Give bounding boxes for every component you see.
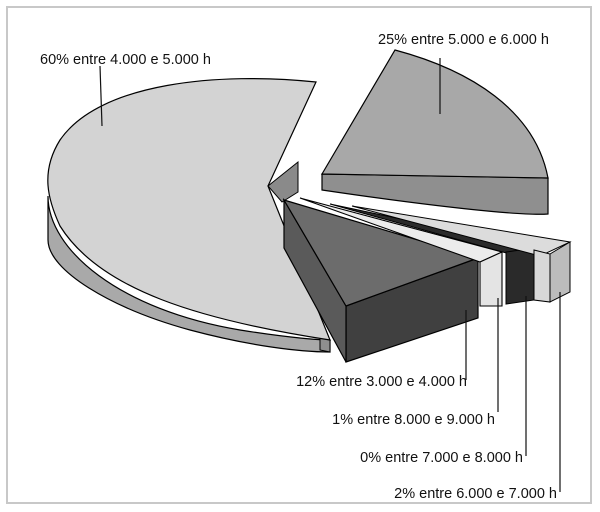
slice-2 <box>351 205 572 303</box>
slice-60-cut <box>267 160 299 203</box>
slice-60 <box>47 78 331 353</box>
slice-12 <box>282 197 480 363</box>
slice-25 <box>320 49 549 215</box>
slice-25-top <box>320 49 549 179</box>
slice-2-top <box>351 205 572 257</box>
label-25: 25% entre 5.000 e 6.000 h <box>378 32 549 48</box>
label-0: 0% entre 7.000 e 8.000 h <box>360 450 523 466</box>
slice-1-side <box>479 251 503 307</box>
slice-0-side <box>505 247 535 305</box>
label-2: 2% entre 6.000 e 7.000 h <box>394 486 557 502</box>
slice-25-side <box>321 173 549 215</box>
label-1: 1% entre 8.000 e 9.000 h <box>332 412 495 428</box>
leader-60 <box>99 65 103 127</box>
label-12: 12% entre 3.000 e 4.000 h <box>296 374 467 390</box>
slice-12-top <box>282 198 480 307</box>
slice-1 <box>299 197 504 307</box>
label-60: 60% entre 4.000 e 5.000 h <box>40 52 211 68</box>
slice-2-front <box>533 249 551 303</box>
slice-60-top <box>47 78 331 341</box>
